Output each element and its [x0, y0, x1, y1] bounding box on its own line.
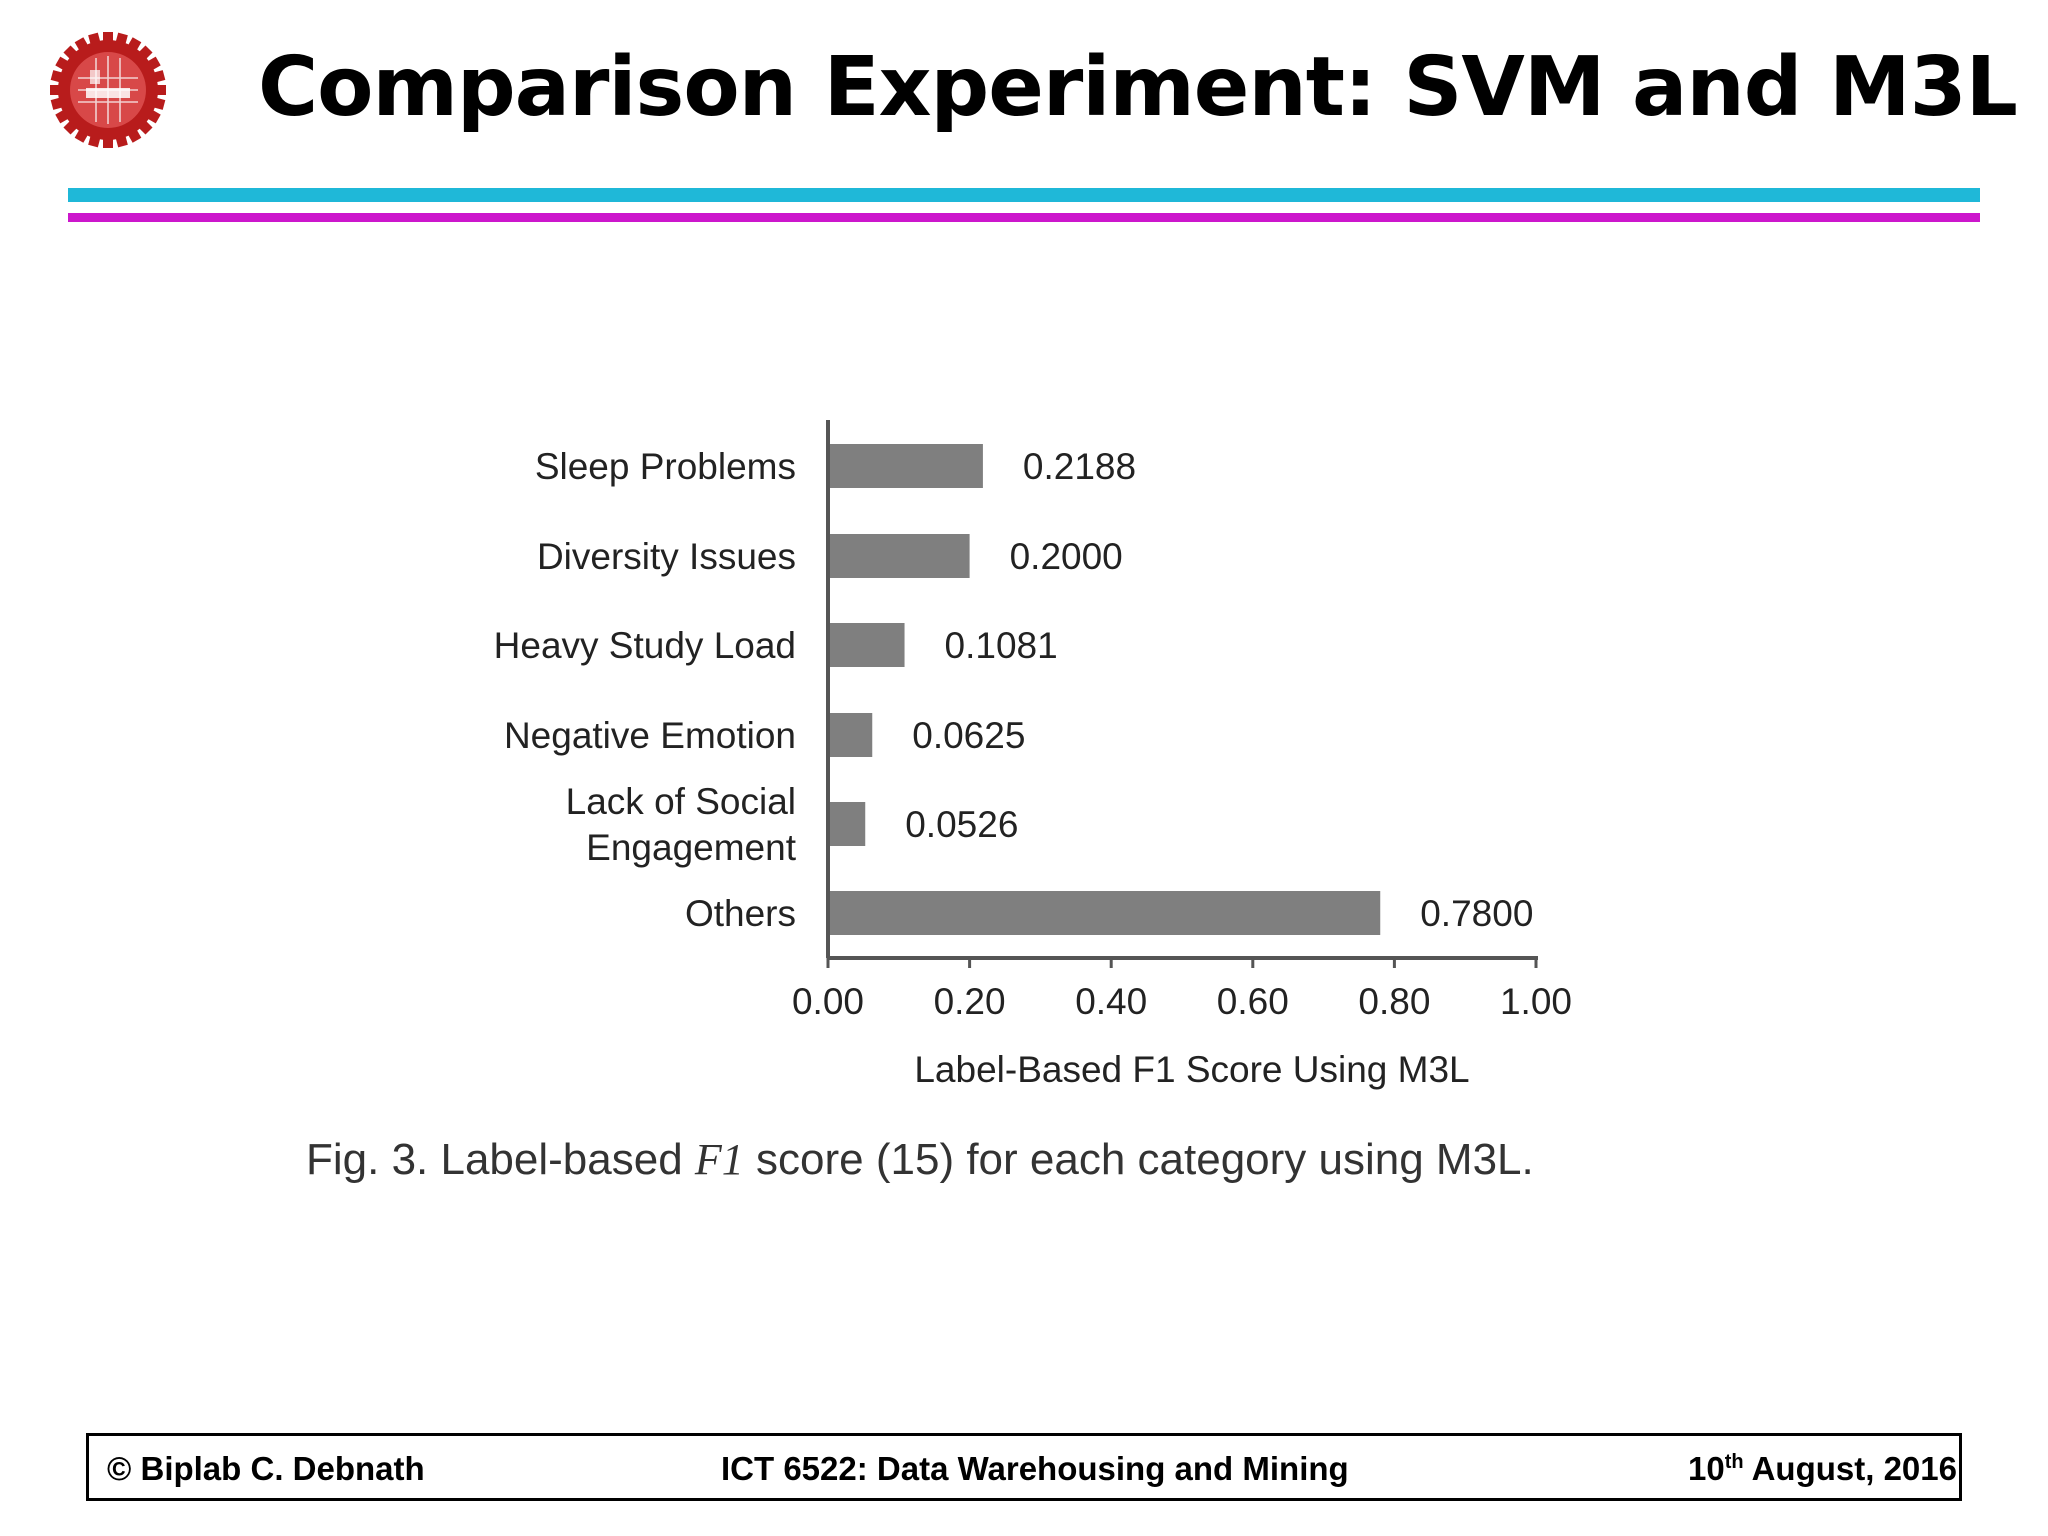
- figure-caption: Fig. 3. Label-based F1 score (15) for ea…: [306, 1134, 1534, 1185]
- footer-date-suffix: th: [1724, 1451, 1744, 1473]
- x-tick-label-4: 0.80: [1358, 981, 1430, 1022]
- category-label-4-line-0: Lack of Social: [566, 781, 796, 822]
- bar-1: [830, 534, 970, 578]
- x-tick-label-5: 1.00: [1500, 981, 1572, 1022]
- x-tick-label-3: 0.60: [1217, 981, 1289, 1022]
- footer-course: ICT 6522: Data Warehousing and Mining: [721, 1450, 1349, 1487]
- caption-math: F1: [694, 1135, 744, 1184]
- caption-suffix: score (15) for each category using M3L.: [743, 1135, 1534, 1184]
- bar-2: [830, 623, 905, 667]
- category-label-0: Sleep Problems: [535, 446, 796, 487]
- category-label-3: Negative Emotion: [504, 715, 796, 756]
- data-label-3: 0.0625: [912, 715, 1025, 756]
- bar-3: [830, 713, 873, 757]
- slide-footer: © Biplab C. Debnath ICT 6522: Data Wareh…: [86, 1433, 1962, 1501]
- data-label-4: 0.0526: [905, 804, 1018, 845]
- x-tick-label-2: 0.40: [1075, 981, 1147, 1022]
- bar-4: [830, 802, 866, 846]
- x-tick-label-0: 0.00: [792, 981, 864, 1022]
- footer-date: 10th August, 2016: [1688, 1450, 1957, 1488]
- category-label-2: Heavy Study Load: [494, 625, 796, 666]
- category-label-5: Others: [685, 893, 796, 934]
- data-label-5: 0.7800: [1420, 893, 1533, 934]
- slide-title: Comparison Experiment: SVM and M3L: [258, 40, 2018, 135]
- bar-0: [830, 444, 983, 488]
- x-tick-label-1: 0.20: [934, 981, 1006, 1022]
- x-axis-title: Label-Based F1 Score Using M3L: [914, 1049, 1469, 1090]
- university-logo-icon: [50, 32, 166, 148]
- caption-prefix: Fig. 3. Label-based: [306, 1135, 695, 1184]
- footer-date-rest: August, 2016: [1743, 1450, 1957, 1487]
- data-label-0: 0.2188: [1023, 446, 1136, 487]
- category-label-1: Diversity Issues: [537, 536, 796, 577]
- footer-author: © Biplab C. Debnath: [107, 1450, 425, 1487]
- data-label-2: 0.1081: [945, 625, 1058, 666]
- footer-date-day: 10: [1688, 1450, 1725, 1487]
- category-label-4-line-1: Engagement: [586, 827, 797, 868]
- data-label-1: 0.2000: [1010, 536, 1123, 577]
- title-rule-cyan: [68, 188, 1980, 202]
- bar-5: [830, 891, 1381, 935]
- title-rule-magenta: [68, 213, 1980, 222]
